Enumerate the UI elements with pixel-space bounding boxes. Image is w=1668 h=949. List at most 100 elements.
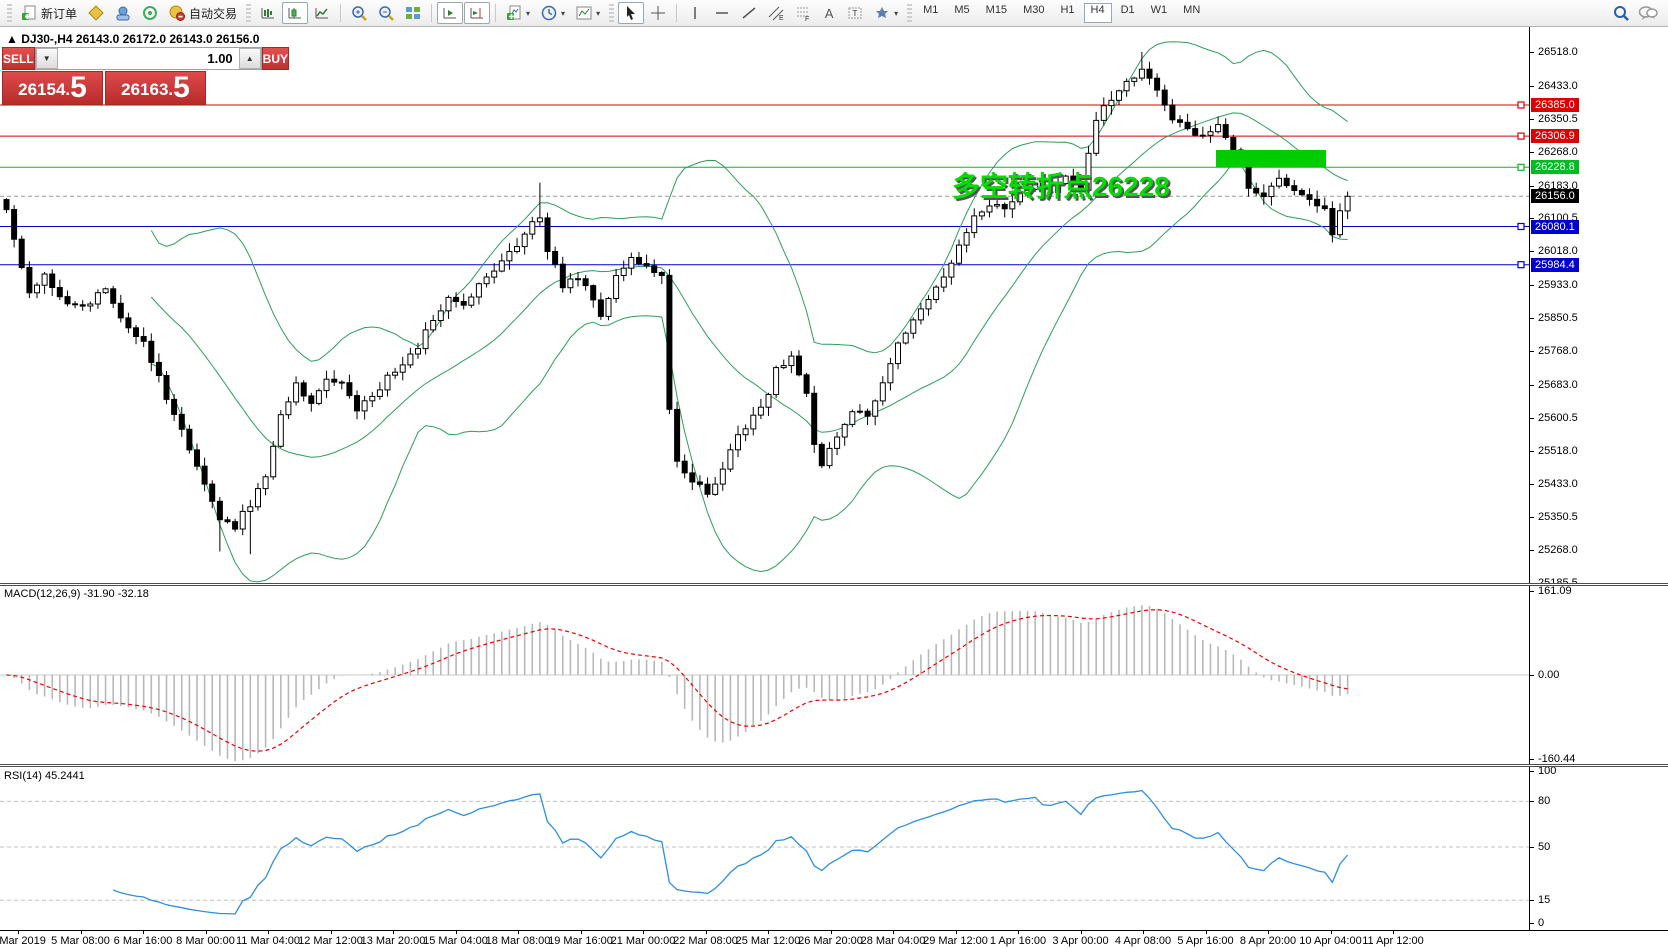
new-chart-icon <box>88 5 104 21</box>
macd-tick-label: -160.44 <box>1538 753 1576 765</box>
time-tick-label: 12 Mar 12:00 <box>298 935 363 947</box>
line-chart-button[interactable] <box>309 2 335 24</box>
time-tick-label: 10 Apr 04:00 <box>1299 935 1362 947</box>
svg-text:F: F <box>805 16 809 21</box>
timeframe-button-m30[interactable]: M30 <box>1023 4 1045 16</box>
buy-button[interactable]: BUY <box>261 47 290 70</box>
time-tick-label: 4 Mar 2019 <box>0 935 46 947</box>
channel-tool-button[interactable]: E <box>763 2 789 24</box>
chat-icon[interactable] <box>1638 5 1658 21</box>
timeframe-button-h4[interactable]: H4 <box>1083 3 1112 23</box>
zoom-out-button[interactable] <box>373 2 399 24</box>
periods-button[interactable]: ▾ <box>536 2 570 24</box>
arrows-tool-button[interactable]: ▾ <box>869 2 903 24</box>
timeframe-button-h1[interactable]: H1 <box>1060 4 1075 16</box>
trendline-tool-button[interactable] <box>736 2 762 24</box>
price-tick-mark <box>1530 85 1534 87</box>
buy-button-label: BUY <box>262 51 289 66</box>
new-chart-button[interactable] <box>83 2 109 24</box>
chart-plot-area[interactable] <box>0 27 1529 949</box>
chart-annotation-text[interactable]: 多空转折点26228 <box>952 171 1170 202</box>
chart-shift-button[interactable] <box>464 2 491 24</box>
highlight-rectangle[interactable] <box>1215 150 1327 168</box>
toolbar-grip[interactable] <box>907 4 913 22</box>
vertical-line-tool-button[interactable] <box>682 2 708 24</box>
buy-price-pip: 5 <box>173 71 190 104</box>
new-order-label: 新订单 <box>41 6 78 21</box>
text-label-tool-button[interactable]: T <box>842 2 868 24</box>
timeframe-button-m1[interactable]: M1 <box>923 4 939 16</box>
rsi-indicator-label: RSI(14) 45.2441 <box>4 770 85 782</box>
time-tick-label: 11 Apr 12:00 <box>1362 935 1424 947</box>
rsi-tick-label: 15 <box>1538 894 1551 907</box>
autotrading-label: 自动交易 <box>189 6 238 21</box>
time-tick-label: 11 Mar 04:00 <box>235 935 300 947</box>
time-tick-label: 25 Mar 12:00 <box>735 935 801 947</box>
time-tick-label: 6 Mar 16:00 <box>113 935 173 947</box>
price-tick-label: 25350.5 <box>1538 511 1578 524</box>
time-tick-mark <box>1143 931 1144 934</box>
level-price-badge: 26306.9 <box>1531 129 1579 144</box>
time-tick-label: 22 Mar 08:00 <box>673 935 738 947</box>
new-order-button[interactable]: 新订单 <box>16 2 82 24</box>
toolbar-grip[interactable] <box>246 4 252 22</box>
time-axis[interactable]: 4 Mar 2019 5 Mar 08:006 Mar 16:008 Mar 00… <box>0 930 1668 949</box>
horizontal-line-icon <box>716 12 729 14</box>
search-icon[interactable] <box>1613 5 1630 22</box>
price-tick-label: 25850.5 <box>1538 312 1578 324</box>
trendline-icon <box>742 7 756 19</box>
profiles-button[interactable] <box>110 2 136 24</box>
candlestick-chart-button[interactable] <box>282 2 309 24</box>
price-tick-mark <box>1530 417 1534 419</box>
buy-price-panel[interactable]: 26163. 5 <box>105 71 206 105</box>
timeframe-button-m15[interactable]: M15 <box>985 4 1008 16</box>
horizontal-line-tool-button[interactable] <box>709 2 735 24</box>
collapse-panel-arrow[interactable]: ▲ <box>6 32 18 46</box>
timeframe-button-d1[interactable]: D1 <box>1120 4 1135 16</box>
bar-chart-button[interactable] <box>255 2 281 24</box>
fibonacci-tool-button[interactable]: F <box>790 2 816 24</box>
toolbar-grip[interactable] <box>7 4 12 22</box>
price-axis[interactable]: 26518.0 26433.0 26350.5 26268.0 26183.0 26100… <box>1529 27 1668 930</box>
volume-increase-button[interactable]: ▲ <box>238 48 261 69</box>
alerts-icon <box>143 6 158 20</box>
main-toolbar: 新订单 自动交易 ▾ ▾ <box>0 0 1668 27</box>
level-price-badge: 26385.0 <box>1531 98 1579 112</box>
arrow-objects-icon <box>876 7 889 18</box>
rsi-tick-mark <box>1530 771 1534 772</box>
timeframe-button-mn[interactable]: MN <box>1183 4 1201 16</box>
macd-tick-mark <box>1530 590 1534 592</box>
text-tool-icon: A <box>824 5 834 21</box>
text-tool-button[interactable]: A <box>817 2 841 24</box>
alerts-button[interactable] <box>137 2 163 24</box>
zoom-in-button[interactable] <box>346 2 372 24</box>
price-tick-label: 25768.0 <box>1538 344 1578 357</box>
sell-button[interactable]: SELL <box>2 47 35 70</box>
indicators-button[interactable]: ▾ <box>501 2 535 24</box>
toolbar-grip[interactable] <box>609 4 615 22</box>
chart-window: ▲ DJ30-,H4 26143.0 26172.0 26143.0 26156… <box>0 27 1668 949</box>
volume-decrease-button[interactable]: ▼ <box>35 48 58 69</box>
volume-input[interactable] <box>57 48 239 69</box>
time-tick-mark <box>455 931 457 934</box>
sell-price-panel[interactable]: 26154. 5 <box>2 71 103 105</box>
auto-scroll-button[interactable] <box>437 2 464 24</box>
time-tick-mark <box>955 931 957 934</box>
time-tick-label: 5 Apr 16:00 <box>1177 935 1234 947</box>
rsi-tick-label: 80 <box>1538 795 1551 808</box>
autotrading-button[interactable]: 自动交易 <box>164 2 242 24</box>
time-tick-label: 13 Mar 20:00 <box>360 935 426 947</box>
panel-separator-rsi[interactable] <box>0 764 1668 767</box>
price-tick-mark <box>1530 450 1534 452</box>
panel-separator-macd[interactable] <box>0 583 1668 586</box>
time-tick-label: 18 Mar 08:00 <box>485 935 551 947</box>
rsi-tick-mark <box>1530 801 1534 803</box>
bar-chart-icon <box>261 8 275 19</box>
crosshair-tool-button[interactable] <box>645 2 671 24</box>
timeframe-button-w1[interactable]: W1 <box>1150 4 1168 16</box>
autotrading-icon <box>169 5 186 21</box>
templates-button[interactable]: ▾ <box>571 2 605 24</box>
tile-windows-button[interactable] <box>400 2 426 24</box>
timeframe-button-m5[interactable]: M5 <box>954 4 970 16</box>
cursor-tool-button[interactable] <box>618 2 645 24</box>
